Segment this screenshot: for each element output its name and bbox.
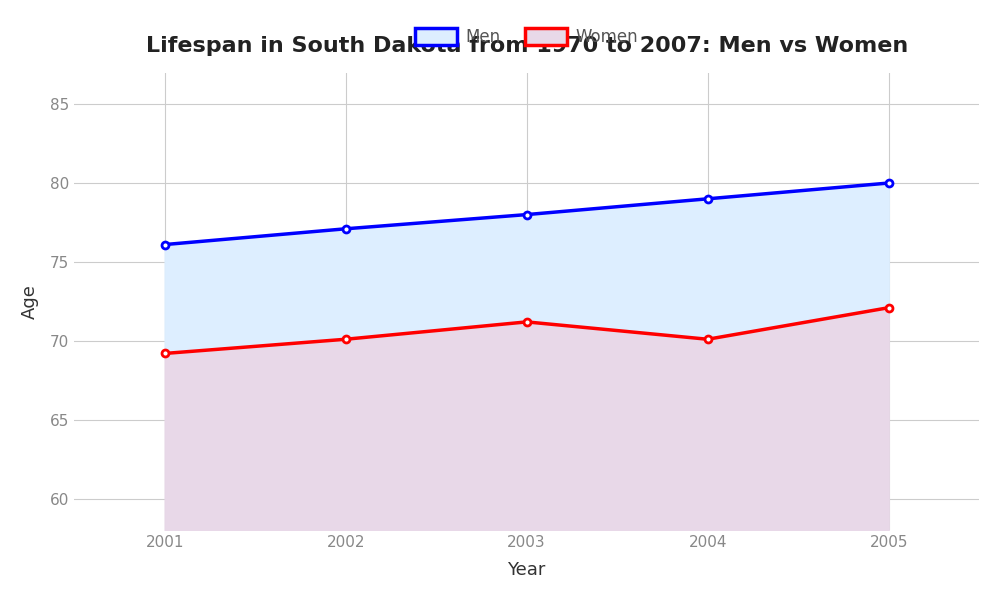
Title: Lifespan in South Dakota from 1970 to 2007: Men vs Women: Lifespan in South Dakota from 1970 to 20… [146, 36, 908, 56]
Y-axis label: Age: Age [21, 284, 39, 319]
Legend: Men, Women: Men, Women [409, 22, 645, 53]
X-axis label: Year: Year [507, 561, 546, 579]
